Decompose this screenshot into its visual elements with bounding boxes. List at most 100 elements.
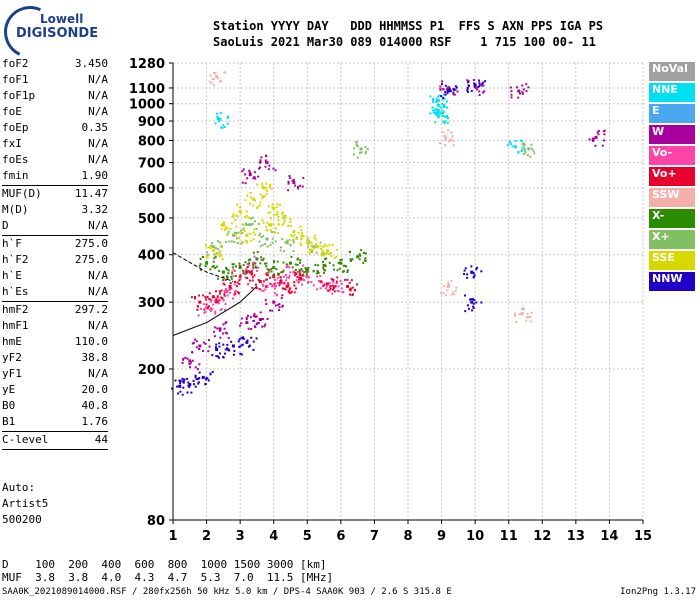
data-point [203, 308, 206, 311]
data-point [329, 286, 331, 289]
data-point [194, 338, 197, 341]
data-point [215, 348, 219, 352]
data-point [226, 268, 228, 271]
data-point [272, 223, 275, 226]
data-point [306, 238, 309, 241]
data-point [246, 263, 249, 265]
data-point [195, 340, 198, 343]
data-point [299, 259, 302, 262]
data-point [244, 276, 247, 279]
data-point [262, 186, 266, 190]
data-point [352, 153, 355, 156]
data-point [255, 287, 258, 290]
data-point [238, 209, 242, 213]
data-point [212, 78, 215, 81]
data-point [452, 140, 455, 143]
data-point [229, 287, 232, 290]
data-point [329, 285, 332, 288]
data-point [197, 381, 200, 384]
data-point [525, 319, 528, 322]
data-point [236, 281, 239, 284]
data-point [289, 261, 292, 265]
data-point [302, 235, 305, 238]
data-point [194, 296, 196, 298]
data-point [226, 347, 228, 350]
data-point [510, 143, 513, 146]
data-point [312, 247, 315, 250]
data-point [279, 276, 282, 279]
data-point [235, 214, 238, 217]
data-point [195, 378, 198, 381]
data-point [473, 82, 476, 85]
data-point [222, 124, 225, 127]
data-point [269, 282, 272, 285]
data-point [222, 323, 225, 326]
data-point [255, 315, 258, 318]
data-point [273, 213, 276, 216]
data-point [252, 261, 256, 265]
data-point [293, 284, 296, 287]
data-point [453, 293, 456, 296]
data-point [201, 375, 205, 379]
data-point [283, 275, 285, 278]
data-point [275, 268, 278, 271]
data-point [225, 226, 229, 230]
data-point [241, 269, 244, 272]
data-point [231, 233, 235, 237]
data-point [222, 276, 225, 278]
data-point [191, 351, 194, 354]
y-tick-label: 500 [138, 212, 165, 227]
data-point [349, 287, 352, 290]
data-point [204, 244, 207, 247]
data-point [223, 327, 226, 330]
data-point [288, 274, 291, 277]
data-point [292, 230, 296, 234]
data-point [439, 85, 442, 88]
data-point [218, 356, 220, 359]
data-point [264, 285, 267, 288]
data-point [467, 81, 469, 84]
data-point [313, 234, 316, 237]
data-point [252, 266, 255, 269]
data-point [248, 217, 251, 219]
param-value: 110.0 [74, 335, 108, 348]
x-tick-label: 8 [403, 529, 412, 544]
data-point [222, 343, 225, 346]
data-point [213, 326, 216, 329]
data-point [447, 281, 450, 284]
data-point [253, 171, 256, 174]
data-point [284, 241, 287, 244]
legend-item: Vo- [649, 146, 695, 165]
data-point [204, 311, 207, 314]
data-point [278, 303, 281, 306]
data-point [517, 96, 520, 99]
data-point [452, 291, 455, 294]
data-point [333, 286, 335, 289]
data-point [181, 393, 184, 396]
param-value: 20.0 [81, 383, 109, 396]
data-point [257, 205, 260, 208]
data-point [266, 229, 269, 232]
data-point [450, 131, 453, 134]
param-name: foF1 [2, 73, 29, 86]
param-value: 40.8 [81, 399, 109, 412]
data-point [335, 255, 338, 258]
data-point [252, 197, 256, 201]
param-name: h`F [2, 237, 22, 250]
data-point [302, 176, 305, 179]
data-point [244, 223, 247, 226]
data-point [179, 379, 182, 382]
data-point [591, 137, 594, 140]
data-point [483, 90, 486, 93]
data-point [272, 300, 276, 304]
data-point [227, 115, 229, 118]
data-point [206, 296, 209, 298]
data-point [179, 382, 182, 385]
param-name: yF1 [2, 367, 22, 380]
data-point [238, 279, 241, 282]
data-point [356, 156, 359, 159]
data-point [359, 254, 362, 257]
data-point [267, 205, 270, 208]
data-point [234, 280, 236, 283]
param-row: M(D) 3.32 [2, 202, 108, 218]
